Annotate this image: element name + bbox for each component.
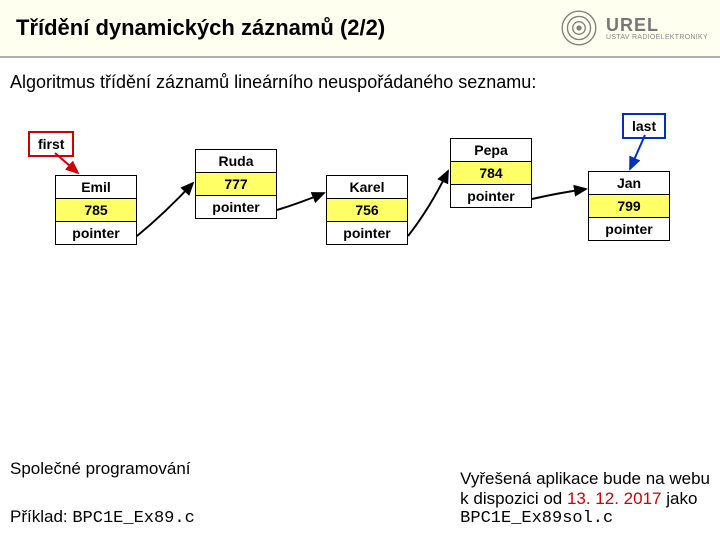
node-name: Karel [327,176,407,198]
node-karel: Karel 756 pointer [326,175,408,245]
slide-title: Třídění dynamických záznamů (2/2) [16,15,385,41]
node-pointer: pointer [589,217,669,240]
node-name: Jan [589,172,669,194]
logo: UREL ÚSTAV RADIOELEKTRONIKY [558,7,708,49]
logo-sublabel: ÚSTAV RADIOELEKTRONIKY [606,34,708,41]
slide-subtitle: Algoritmus třídění záznamů lineárního ne… [0,58,720,93]
linked-list-diagram: first last Emil 785 pointer Ruda 777 poi… [0,113,720,343]
node-num: 799 [589,194,669,217]
node-num: 785 [56,198,136,221]
example-line: Příklad: BPC1E_Ex89.c [10,507,195,528]
node-pepa: Pepa 784 pointer [450,138,532,208]
node-pointer: pointer [196,195,276,218]
node-ruda: Ruda 777 pointer [195,149,277,219]
node-num: 756 [327,198,407,221]
example-prefix: Příklad: [10,507,72,526]
date: 13. 12. 2017 [567,489,662,508]
node-jan: Jan 799 pointer [588,171,670,241]
example-file: BPC1E_Ex89.c [72,509,194,528]
bottom-right: Vyřešená aplikace bude na webu k dispozi… [460,469,710,528]
node-pointer: pointer [451,184,531,207]
last-label: last [622,113,666,139]
node-num: 784 [451,161,531,184]
node-emil: Emil 785 pointer [55,175,137,245]
joint-programming: Společné programování [10,459,195,479]
bottom-left: Společné programování Příklad: BPC1E_Ex8… [10,459,195,528]
node-name: Emil [56,176,136,198]
solved-line1: Vyřešená aplikace bude na webu [460,469,710,489]
node-name: Ruda [196,150,276,172]
logo-label: UREL [606,16,708,34]
node-num: 777 [196,172,276,195]
node-pointer: pointer [327,221,407,244]
solution-file: BPC1E_Ex89sol.c [460,509,710,528]
first-label: first [28,131,74,157]
bottom-block: Společné programování Příklad: BPC1E_Ex8… [10,459,710,528]
node-pointer: pointer [56,221,136,244]
slide-header: Třídění dynamických záznamů (2/2) UREL Ú… [0,0,720,58]
urel-logo-icon [558,7,600,49]
node-name: Pepa [451,139,531,161]
solved-line2: k dispozici od 13. 12. 2017 jako [460,489,710,509]
